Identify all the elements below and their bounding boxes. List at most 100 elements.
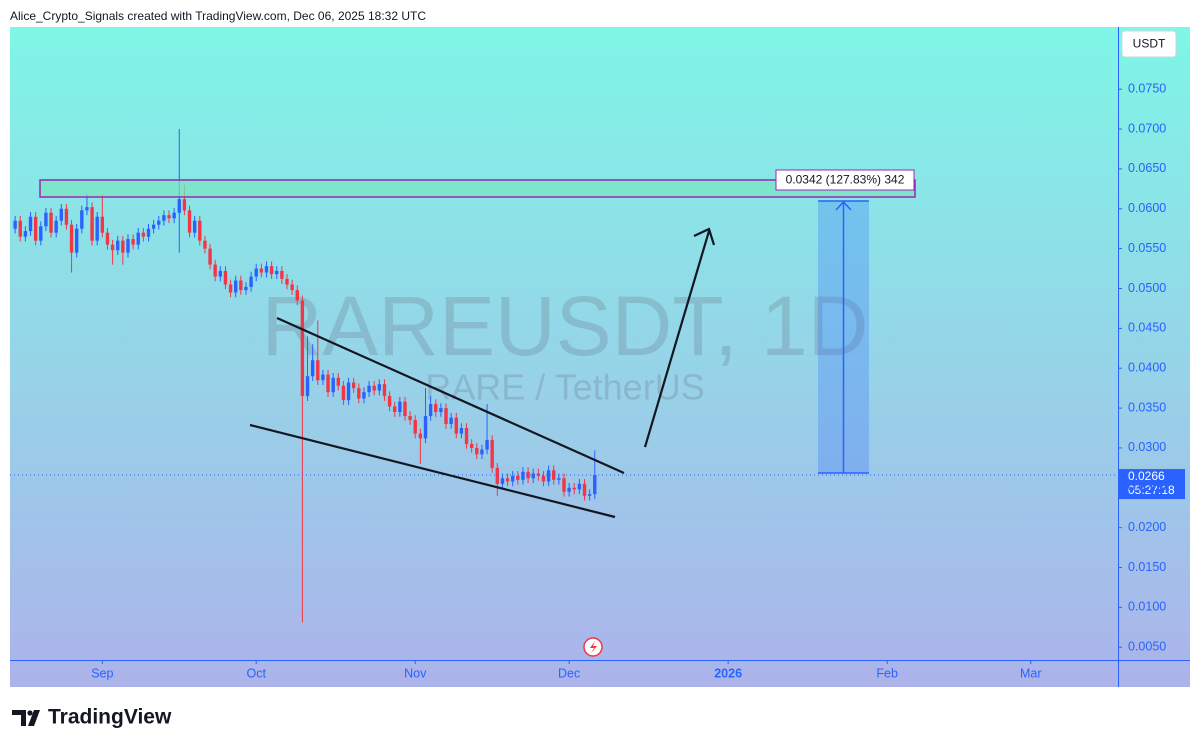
last-price-box bbox=[1119, 469, 1185, 500]
y-tick-label: 0.0350 bbox=[1128, 400, 1166, 414]
candle-body bbox=[490, 439, 494, 468]
projection-arrow-head bbox=[693, 227, 716, 246]
candle-body bbox=[85, 207, 89, 211]
candle-body bbox=[577, 483, 582, 490]
measure-arrow-head bbox=[835, 200, 852, 211]
candle-body bbox=[259, 268, 264, 273]
y-tick-label: 0.0100 bbox=[1128, 600, 1166, 614]
last-price-label: 0.0266 bbox=[1128, 469, 1165, 483]
candle-body bbox=[33, 216, 38, 241]
brand: TradingView bbox=[48, 706, 172, 729]
currency-box[interactable] bbox=[1121, 30, 1177, 58]
candle-body bbox=[377, 384, 382, 391]
chart-background bbox=[10, 27, 1190, 687]
candle-body bbox=[13, 220, 17, 229]
x-tick-label: Feb bbox=[876, 666, 898, 680]
candle-body bbox=[393, 406, 397, 413]
candle-body bbox=[387, 396, 392, 407]
candle-body bbox=[449, 417, 453, 425]
candle-body bbox=[285, 278, 289, 285]
candle-body bbox=[464, 428, 469, 444]
candle-body bbox=[121, 240, 125, 253]
brand-logo bbox=[12, 710, 40, 726]
candle-body bbox=[295, 290, 299, 301]
candle-body bbox=[587, 494, 592, 496]
y-tick-label: 0.0450 bbox=[1128, 321, 1166, 335]
candle-body bbox=[192, 220, 197, 233]
candle-body bbox=[95, 216, 99, 241]
candle-body bbox=[413, 420, 417, 434]
candle-body bbox=[331, 377, 335, 393]
candle-body bbox=[300, 300, 305, 397]
candle-body bbox=[223, 270, 228, 285]
candle-body bbox=[434, 404, 438, 413]
candle-body bbox=[562, 478, 566, 492]
y-tick-label: 0.0750 bbox=[1128, 81, 1166, 95]
x-tick-label: 2026 bbox=[714, 666, 742, 680]
candle-body bbox=[310, 360, 315, 377]
candle-body bbox=[454, 417, 458, 434]
y-tick-label: 0.0050 bbox=[1128, 640, 1166, 654]
candle-body bbox=[428, 404, 433, 417]
candle-body bbox=[151, 224, 156, 229]
candle-body bbox=[444, 408, 448, 425]
resistance-zone bbox=[39, 179, 916, 198]
candle-body bbox=[218, 270, 223, 277]
candle-body bbox=[280, 270, 284, 279]
candle-body bbox=[208, 248, 212, 265]
candle-body bbox=[44, 212, 48, 227]
candle-body bbox=[346, 382, 351, 401]
candle-body bbox=[18, 220, 22, 237]
candle-body bbox=[336, 377, 340, 386]
candle-body bbox=[234, 280, 238, 293]
candle-body bbox=[321, 374, 325, 381]
candle-body bbox=[146, 228, 151, 237]
candle-body bbox=[182, 199, 187, 211]
y-tick-label: 0.0550 bbox=[1128, 241, 1166, 255]
candle-body bbox=[249, 276, 253, 287]
candle-body bbox=[54, 220, 58, 233]
candle-body bbox=[177, 199, 181, 213]
candle-body bbox=[228, 284, 233, 293]
candle-body bbox=[69, 224, 74, 253]
candle-body bbox=[500, 478, 505, 484]
y-tick-label: 0.0300 bbox=[1128, 440, 1166, 454]
measure-label: 0.0342 (127.83%) 342 bbox=[786, 173, 905, 187]
candle-body bbox=[172, 212, 176, 219]
candle-body bbox=[290, 284, 294, 291]
candle-body bbox=[162, 215, 166, 221]
y-tick-label: 0.0150 bbox=[1128, 560, 1166, 574]
candle-body bbox=[480, 449, 484, 455]
candle-body bbox=[341, 385, 346, 401]
candle-body bbox=[90, 207, 94, 241]
candle-body bbox=[23, 231, 28, 237]
candle-body bbox=[511, 475, 515, 482]
candle-body bbox=[28, 216, 33, 232]
candle-body bbox=[141, 232, 146, 237]
candle-body bbox=[254, 268, 258, 277]
candle-body bbox=[362, 392, 366, 399]
candle-body bbox=[80, 210, 84, 229]
candle-body bbox=[418, 433, 423, 439]
event-icon-bolt bbox=[590, 641, 597, 653]
candle-body bbox=[495, 467, 500, 484]
candle-body bbox=[423, 416, 428, 439]
candle-body bbox=[552, 470, 556, 480]
candle-body bbox=[382, 384, 387, 397]
candle-body bbox=[74, 228, 79, 253]
candle-body bbox=[516, 475, 520, 480]
countdown: 05:27:18 bbox=[1128, 483, 1175, 497]
candle-body bbox=[167, 215, 171, 219]
candle-body bbox=[526, 471, 530, 479]
candle-body bbox=[541, 475, 546, 482]
candle-body bbox=[557, 478, 561, 480]
candle-body bbox=[269, 266, 274, 275]
x-tick-label: Mar bbox=[1020, 666, 1042, 680]
x-tick-label: Nov bbox=[404, 666, 427, 680]
candle-body bbox=[572, 487, 576, 490]
candle-body bbox=[198, 220, 202, 241]
candle-body bbox=[59, 208, 63, 221]
x-tick-label: Dec bbox=[558, 666, 580, 680]
candle-body bbox=[439, 408, 443, 413]
